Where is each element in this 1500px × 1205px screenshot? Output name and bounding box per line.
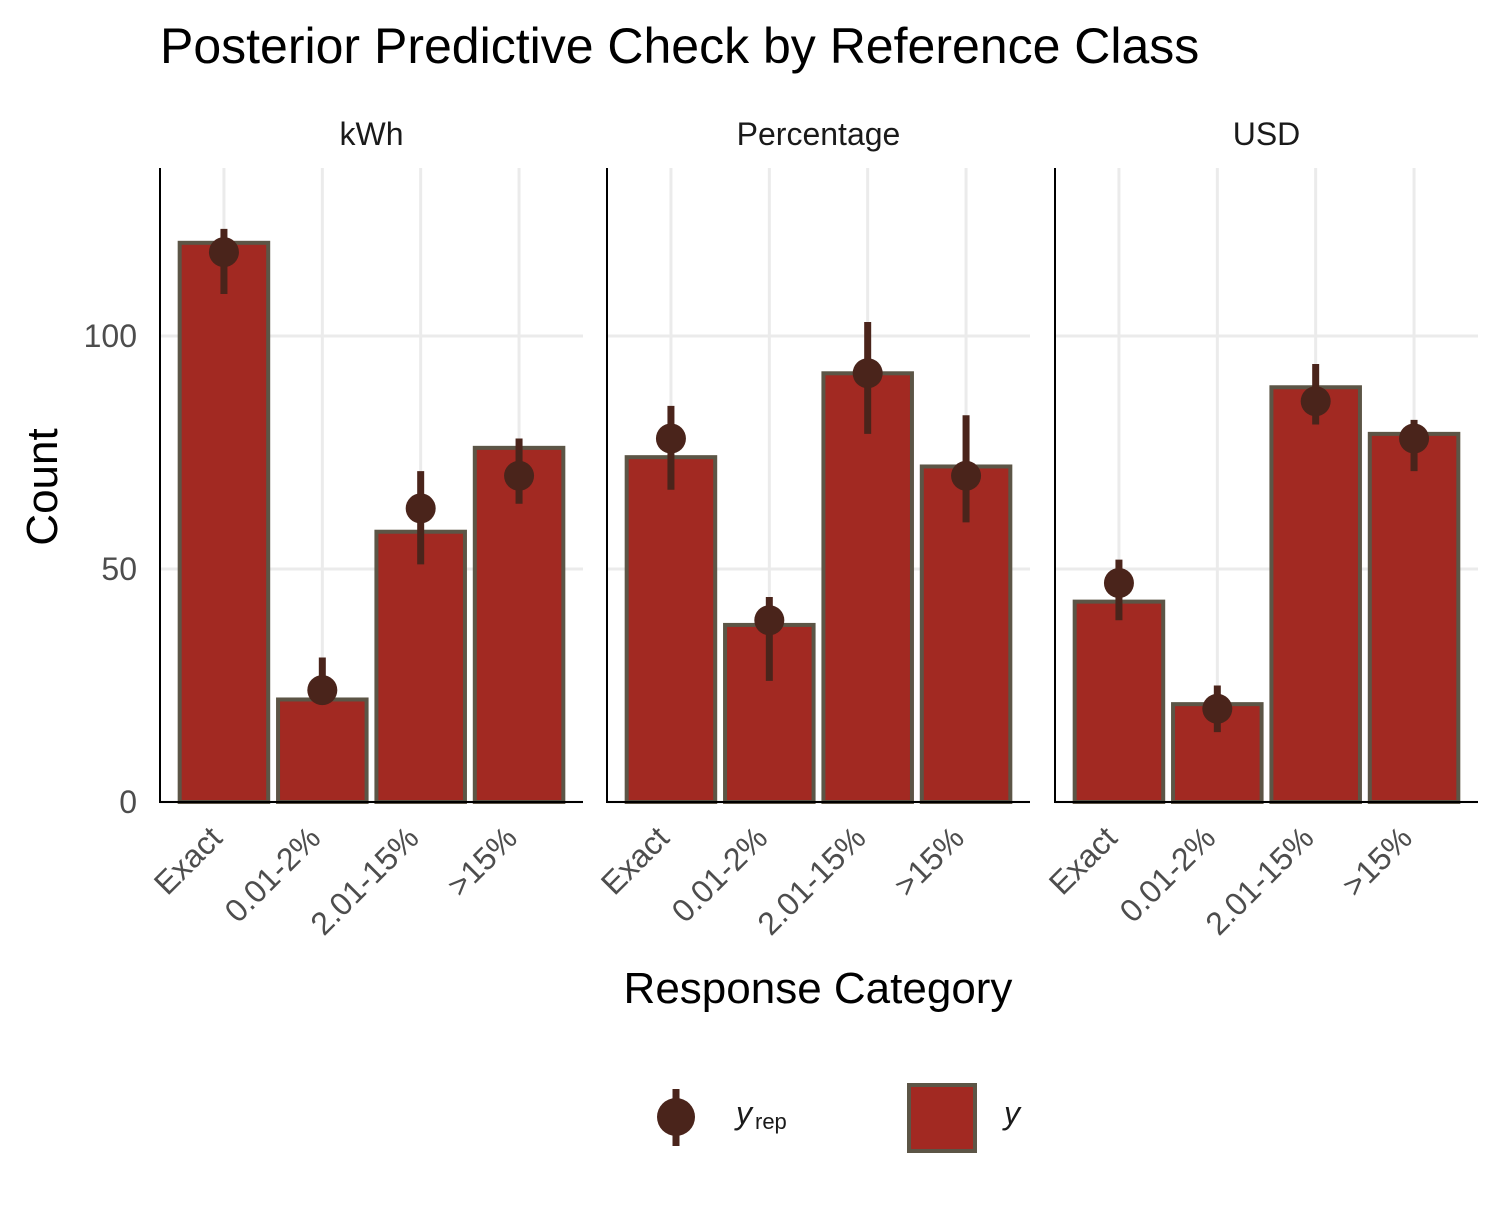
yrep-point [307, 675, 338, 706]
x-tick-label: 2.01-15% [1198, 819, 1320, 941]
yrep-point [951, 460, 982, 491]
chart-title: Posterior Predictive Check by Reference … [160, 18, 1199, 74]
yrep-point [852, 358, 883, 389]
legend-y-swatch [907, 1083, 977, 1153]
bar [1367, 431, 1461, 804]
x-tick-label: >15% [1335, 819, 1419, 903]
yrep-point [1300, 386, 1331, 417]
y-axis-title: Count [18, 428, 67, 545]
y-tick-label: 100 [84, 318, 137, 354]
legend-yrep-point [657, 1098, 695, 1136]
facet-label: Percentage [737, 116, 901, 152]
bar [821, 371, 914, 804]
yrep-point [504, 460, 535, 491]
legend-yrep-label: y [734, 1095, 754, 1131]
x-axis-title: Response Category [624, 964, 1013, 1013]
x-tick-label: Exact [147, 819, 229, 901]
facet-label: USD [1233, 116, 1301, 152]
bar [1072, 599, 1166, 804]
x-tick-label: 2.01-15% [303, 819, 425, 941]
x-tick-label: Exact [594, 819, 676, 901]
yrep-point [1399, 423, 1430, 454]
bar [177, 240, 271, 805]
x-tick-label: >15% [440, 819, 524, 903]
x-tick-label: >15% [887, 819, 971, 903]
legend-yrep-subscript: rep [755, 1109, 787, 1134]
y-tick-label: 0 [119, 784, 137, 820]
facet-label: kWh [340, 116, 404, 152]
x-tick-label: 2.01-15% [750, 819, 872, 941]
yrep-point [655, 423, 686, 454]
bar [374, 529, 467, 804]
bar [624, 455, 718, 804]
yrep-point [1103, 567, 1134, 598]
yrep-point [405, 493, 436, 524]
yrep-point [1202, 693, 1233, 724]
yrep-point [208, 237, 239, 268]
yrep-point [754, 605, 785, 636]
bar [1269, 385, 1362, 804]
legend: y rep y [657, 1083, 1022, 1153]
bar [276, 697, 369, 804]
legend-y-label: y [1002, 1095, 1022, 1131]
x-tick-label: Exact [1042, 819, 1124, 901]
y-tick-label: 50 [101, 551, 137, 587]
